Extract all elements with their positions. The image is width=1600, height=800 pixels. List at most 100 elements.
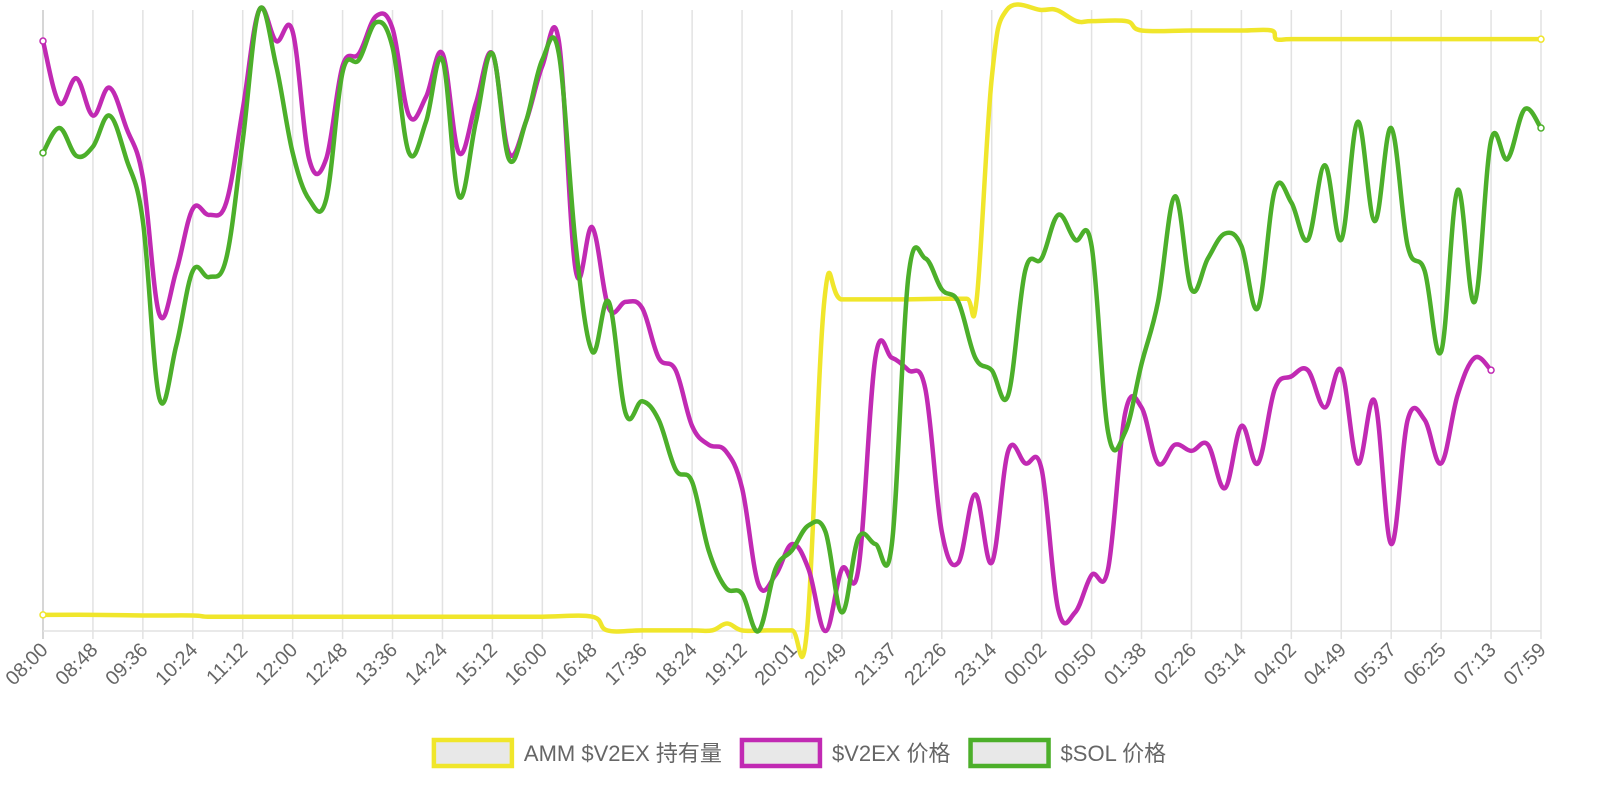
data-point (1004, 8, 1009, 12)
data-point (765, 628, 769, 633)
data-point (524, 119, 528, 124)
data-point (1305, 237, 1310, 242)
data-point (790, 628, 794, 633)
data-point (157, 312, 162, 317)
data-point (340, 614, 345, 619)
data-point (640, 399, 645, 404)
data-point (39, 37, 47, 45)
data-point (706, 442, 711, 447)
data-point (224, 256, 229, 261)
data-point (606, 300, 611, 304)
data-point (205, 614, 210, 619)
data-point (39, 149, 47, 157)
data-point (240, 138, 245, 143)
x-tick-label: 00:50 (1050, 639, 1101, 690)
data-point (190, 613, 195, 618)
data-point (1006, 449, 1011, 453)
data-point (823, 529, 828, 534)
x-tick-label: 12:00 (251, 639, 302, 690)
data-point (964, 296, 969, 301)
data-point (805, 628, 809, 633)
data-point (1372, 399, 1377, 404)
data-point (1289, 374, 1294, 379)
data-point (307, 197, 311, 202)
data-point (1505, 157, 1510, 161)
data-point (1273, 188, 1277, 192)
data-point (1006, 393, 1011, 397)
data-point (1487, 366, 1495, 374)
legend-swatch (968, 737, 1051, 769)
data-point (157, 396, 162, 400)
series-line (40, 2, 1544, 660)
x-tick-label: 04:02 (1250, 639, 1301, 690)
data-point (873, 542, 878, 546)
data-point (307, 157, 311, 161)
data-point (1123, 411, 1127, 416)
series-2 (39, 5, 1545, 634)
data-point (989, 368, 994, 373)
data-point (740, 486, 744, 491)
data-point (725, 621, 729, 626)
data-point (1537, 124, 1545, 132)
chart-grid (42, 10, 1542, 639)
data-point (440, 614, 445, 619)
data-point (1439, 461, 1443, 466)
data-point (790, 548, 794, 553)
data-point (1389, 542, 1394, 546)
legend-item-2[interactable]: $SOL 价格 (968, 737, 1167, 769)
data-point (1389, 37, 1394, 42)
legend-label: AMM $V2EX 持有量 (524, 741, 722, 766)
data-point (290, 150, 295, 155)
data-point (1023, 461, 1028, 466)
data-point (1074, 19, 1079, 24)
x-tick-label: 09:36 (101, 639, 152, 690)
data-point (939, 287, 944, 292)
data-point (806, 567, 811, 571)
data-point (623, 411, 628, 416)
data-point (257, 8, 262, 12)
x-tick-label: 02:26 (1150, 639, 1201, 690)
data-point (706, 548, 711, 553)
chart-legend[interactable]: AMM $V2EX 持有量 $V2EX 价格 $SOL 价格 (431, 737, 1167, 769)
data-point (823, 629, 828, 633)
data-point (1039, 256, 1044, 261)
data-point (1189, 449, 1194, 453)
legend-item-0[interactable]: AMM $V2EX 持有量 (431, 737, 722, 769)
data-point (690, 628, 694, 633)
data-point (973, 492, 978, 497)
data-point (923, 256, 928, 261)
data-point (540, 57, 545, 62)
x-tick-label: 20:01 (751, 639, 802, 690)
data-point (457, 150, 461, 155)
data-point (1239, 424, 1244, 428)
data-point (1439, 37, 1443, 42)
data-point (605, 628, 610, 633)
data-point (690, 480, 694, 484)
data-point (1472, 355, 1477, 360)
data-point (1455, 188, 1460, 192)
data-point (190, 268, 195, 273)
data-point (357, 57, 361, 62)
data-point (1455, 393, 1460, 397)
data-point (91, 613, 95, 617)
data-point (1439, 349, 1443, 354)
data-point (1489, 37, 1493, 42)
data-point (923, 386, 928, 391)
data-point (240, 107, 245, 112)
data-point (556, 51, 561, 56)
data-point (590, 614, 595, 619)
legend-item-1[interactable]: $V2EX 价格 (739, 737, 951, 769)
data-point (690, 424, 694, 428)
data-point (1156, 461, 1160, 466)
data-point (856, 567, 861, 571)
x-tick-label: 16:00 (501, 639, 552, 690)
data-point (490, 614, 495, 619)
data-point (1023, 268, 1028, 273)
data-point (407, 113, 411, 118)
data-point (124, 126, 129, 130)
data-point (723, 449, 728, 453)
x-tick-label: 21:37 (850, 639, 901, 690)
data-point (1489, 138, 1493, 143)
x-tick-label: 08:00 (2, 639, 53, 690)
